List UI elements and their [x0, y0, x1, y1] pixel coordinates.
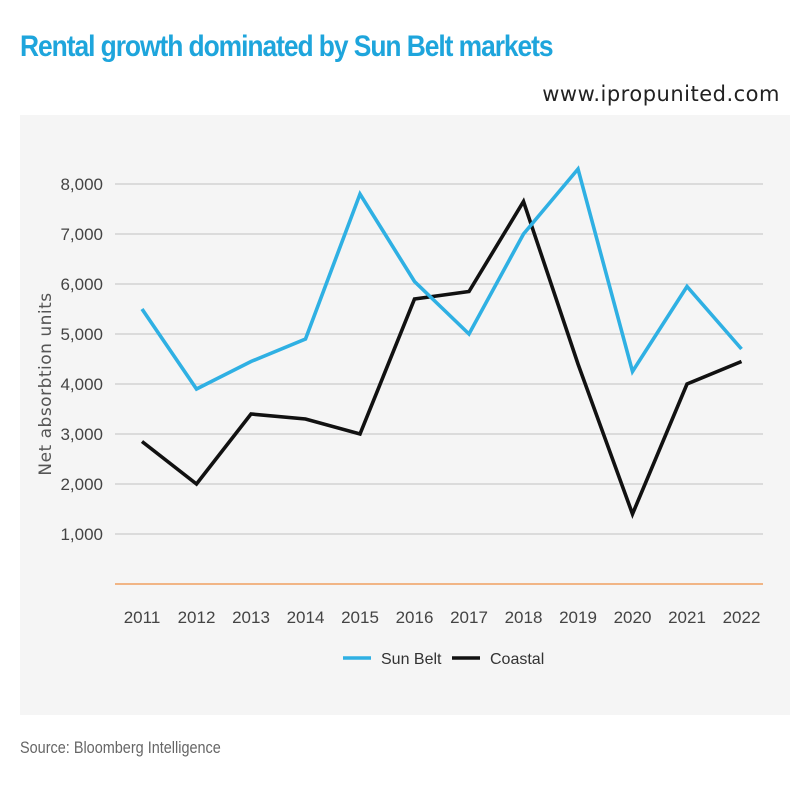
y-tick-label: 3,000: [60, 425, 103, 444]
series-line-sun-belt: [140, 165, 743, 392]
legend-label: Coastal: [490, 651, 544, 668]
line-chart: 1,000 2,000 3,000 4,000 5,000 6,000 7,000 8,000…: [36, 165, 763, 668]
x-tick-label: 2018: [505, 608, 543, 627]
y-tick-label: 7,000: [60, 225, 103, 244]
x-tick-label: 2015: [341, 608, 379, 627]
series-line-coastal: [140, 197, 743, 519]
y-tick-label: 4,000: [60, 375, 103, 394]
x-tick-label: 2013: [232, 608, 270, 627]
legend-label: Sun Belt: [381, 651, 442, 668]
y-tick-label: 2,000: [60, 475, 103, 494]
x-tick-label: 2022: [723, 608, 761, 627]
y-tick-label: 8,000: [60, 175, 103, 194]
legend: Sun Belt Coastal: [343, 651, 544, 668]
series-lines: [140, 165, 743, 519]
y-tick-labels: 1,000 2,000 3,000 4,000 5,000 6,000 7,000 8,000: [60, 175, 103, 544]
y-tick-label: 5,000: [60, 325, 103, 344]
source-note: Source: Bloomberg Intelligence: [20, 738, 221, 757]
x-tick-label: 2011: [124, 608, 161, 627]
x-tick-label: 2016: [396, 608, 434, 627]
gridlines: [115, 183, 763, 535]
y-axis-label: Net absorbtion units: [36, 292, 56, 475]
chart-title: Rental growth dominated by Sun Belt mark…: [20, 30, 554, 63]
x-tick-label: 2020: [614, 608, 652, 627]
y-tick-label: 6,000: [60, 275, 103, 294]
chart-panel: 1,000 2,000 3,000 4,000 5,000 6,000 7,000 8,000…: [20, 115, 790, 715]
x-tick-label: 2014: [287, 608, 325, 627]
x-tick-labels: 2011 2012 2013 2014 2015 2016 2017 2018 2019 2020…: [124, 608, 761, 627]
x-tick-label: 2017: [450, 608, 488, 627]
y-tick-label: 1,000: [60, 525, 103, 544]
x-tick-label: 2019: [559, 608, 597, 627]
watermark-url: www.ipropunited.com: [542, 82, 780, 106]
x-tick-label: 2021: [668, 608, 706, 627]
x-tick-label: 2012: [178, 608, 216, 627]
